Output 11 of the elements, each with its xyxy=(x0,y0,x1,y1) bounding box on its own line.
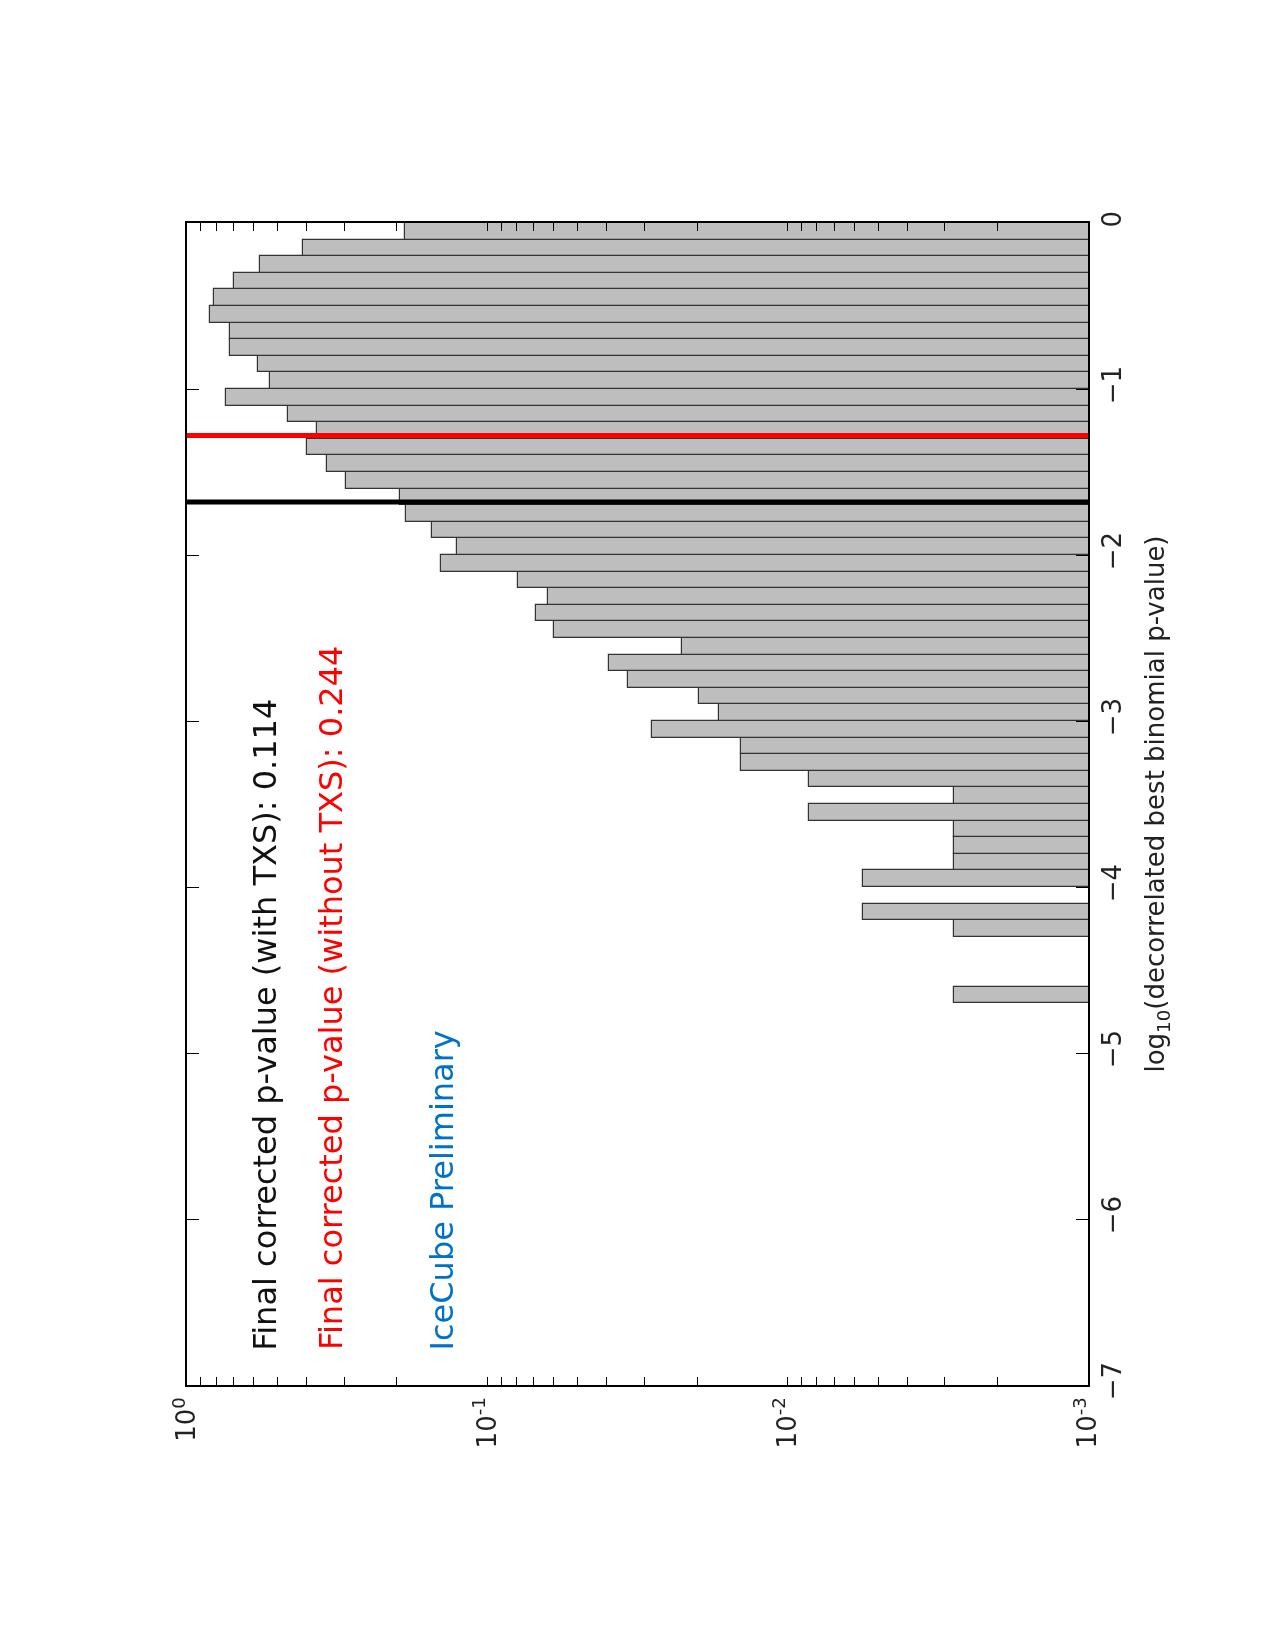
annotation: Final corrected p-value (without TXS): 0.244 xyxy=(312,645,351,1351)
annotation: Final corrected p-value (with TXS): 0.114 xyxy=(245,698,284,1351)
y-tick-label: −6 xyxy=(1096,1195,1127,1235)
y-tick-label: 0 xyxy=(1096,210,1127,228)
y-tick-label: −5 xyxy=(1096,1029,1127,1069)
y-tick-label: −2 xyxy=(1096,531,1127,571)
y-tick-label: −7 xyxy=(1096,1361,1127,1401)
y-tick-label: −1 xyxy=(1096,365,1127,405)
annotation: IceCube Preliminary xyxy=(422,1030,461,1351)
y-tick-label: −4 xyxy=(1096,863,1127,903)
y-tick-label: −3 xyxy=(1096,697,1127,737)
